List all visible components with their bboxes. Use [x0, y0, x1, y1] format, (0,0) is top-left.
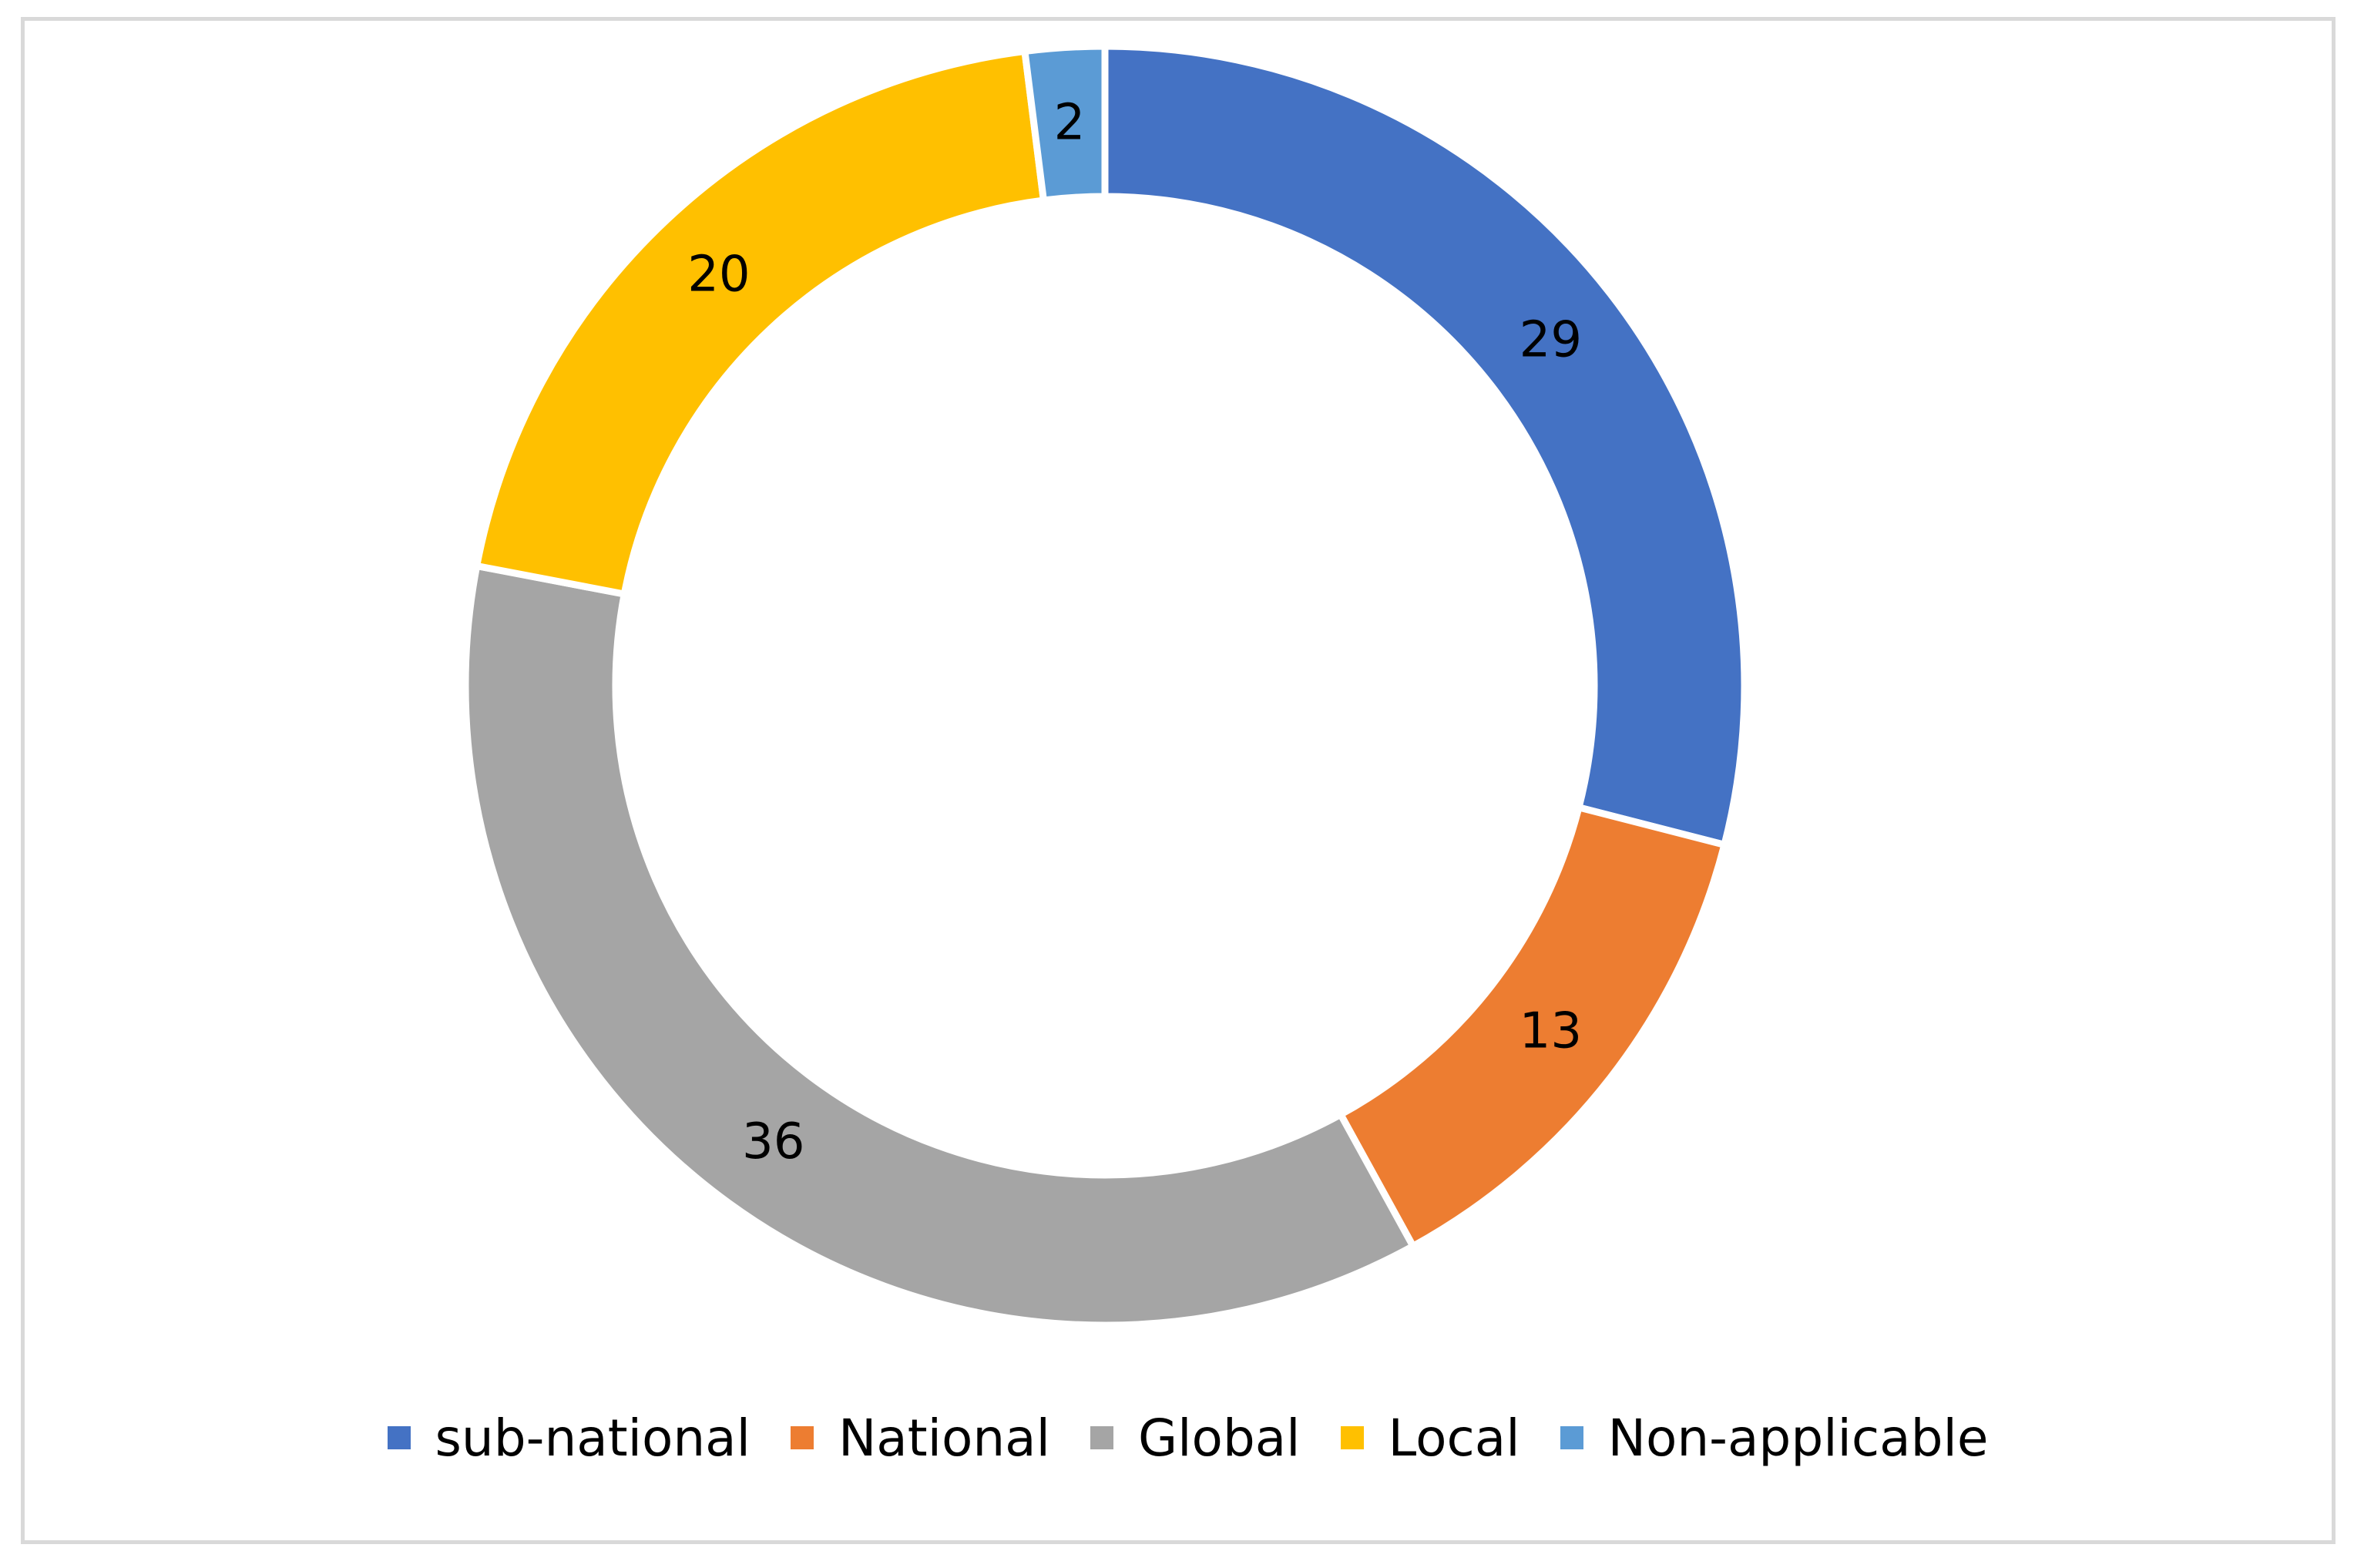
- slices-layer: [462, 42, 1748, 1329]
- chart-legend: sub-national National Global Local Non-appli…: [0, 1399, 2354, 1476]
- legend-item-national: National: [790, 1408, 1050, 1468]
- legend-swatch-national: [790, 1426, 814, 1449]
- legend-item-non-applicable: Non-applicable: [1560, 1408, 1989, 1468]
- donut-slice-global: [462, 562, 1418, 1329]
- donut-slice-local: [472, 47, 1048, 599]
- legend-label-sub-national: sub-national: [435, 1408, 751, 1468]
- legend-label-global: Global: [1137, 1408, 1301, 1468]
- legend-swatch-non-applicable: [1560, 1426, 1583, 1449]
- legend-swatch-global: [1090, 1426, 1113, 1449]
- data-label-local: 20: [687, 246, 750, 303]
- data-label-sub-national: 29: [1520, 311, 1582, 368]
- data-label-non-applicable: 2: [1054, 94, 1086, 151]
- legend-item-local: Local: [1340, 1408, 1520, 1468]
- donut-slice-sub-national: [1101, 42, 1748, 849]
- data-label-national: 13: [1520, 1003, 1582, 1060]
- data-label-global: 36: [742, 1113, 804, 1170]
- donut-slice-non-applicable: [1020, 42, 1109, 205]
- legend-label-national: National: [838, 1408, 1050, 1468]
- legend-label-non-applicable: Non-applicable: [1607, 1408, 1989, 1468]
- labels-layer: 29 13 36 20 2: [687, 94, 1582, 1170]
- legend-item-global: Global: [1090, 1409, 1301, 1468]
- legend-swatch-sub-national: [387, 1426, 411, 1449]
- legend-swatch-local: [1340, 1426, 1364, 1449]
- legend-label-local: Local: [1388, 1408, 1520, 1468]
- legend-item-sub-national: sub-national: [387, 1408, 751, 1468]
